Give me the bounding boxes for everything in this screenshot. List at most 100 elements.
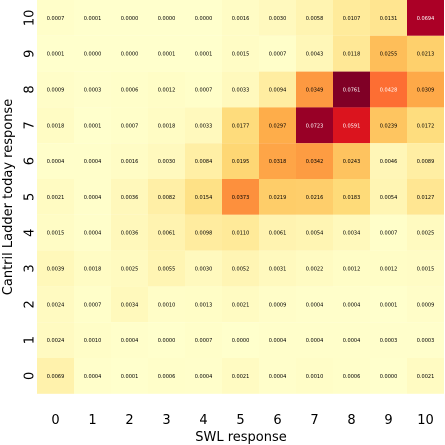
cell-value-label: 0.0004	[306, 338, 324, 344]
cell-value-label: 0.0033	[232, 88, 250, 94]
heatmap-cell	[370, 358, 407, 394]
heatmap-cell	[185, 286, 222, 323]
heatmap-cell	[259, 179, 296, 215]
cell-value-label: 0.0761	[343, 88, 361, 94]
cell-value-label: 0.0177	[232, 123, 250, 129]
cell-value-label: 0.0001	[47, 52, 65, 58]
cell-value-label: 0.0010	[84, 338, 102, 344]
heatmap-cell	[185, 71, 222, 108]
cell-value-label: 0.0001	[121, 374, 139, 380]
cell-value-label: 0.0094	[269, 88, 287, 94]
cell-value-label: 0.0025	[121, 267, 139, 273]
cell-value-label: 0.0723	[306, 123, 324, 129]
cell-value-label: 0.0183	[343, 195, 361, 201]
heatmap-cell	[296, 322, 333, 358]
cell-value-label: 0.0255	[380, 52, 398, 58]
heatmap-cell	[333, 214, 370, 251]
cell-value-label: 0.0089	[417, 159, 435, 165]
cell-value-label: 0.0015	[47, 231, 65, 237]
heatmap-cell	[259, 214, 296, 251]
heatmap-cell	[222, 0, 259, 36]
heatmap-cell	[333, 107, 370, 144]
x-tick-label: 7	[310, 413, 318, 428]
x-axis-label: SWL response	[195, 430, 287, 445]
heatmap-cell	[148, 214, 185, 251]
cell-value-label: 0.0001	[380, 302, 398, 308]
cell-value-label: 0.0030	[158, 159, 176, 165]
heatmap-cell	[37, 286, 74, 323]
cell-value-label: 0.0007	[84, 302, 102, 308]
heatmap-cell	[37, 322, 74, 358]
heatmap-cell	[222, 35, 259, 72]
heatmap-cell	[148, 0, 185, 36]
heatmap-cell	[333, 0, 370, 36]
y-tick-label: 0	[23, 372, 38, 380]
heatmap-cell	[333, 286, 370, 323]
heatmap-cell	[333, 322, 370, 358]
x-tick-label: 3	[162, 413, 170, 428]
cell-value-label: 0.0058	[306, 16, 324, 22]
cell-value-label: 0.0021	[47, 195, 65, 201]
heatmap-cell	[148, 71, 185, 108]
heatmap-cell	[222, 358, 259, 394]
heatmap-cell	[185, 214, 222, 251]
heatmap-cell	[222, 143, 259, 179]
heatmap-cell	[407, 143, 444, 179]
cell-value-label: 0.0349	[306, 88, 324, 94]
heatmap-cell	[370, 143, 407, 179]
heatmap-cell	[370, 0, 407, 36]
cell-value-label: 0.0428	[380, 88, 398, 94]
cell-value-label: 0.0021	[417, 374, 435, 380]
heatmap-cell	[296, 214, 333, 251]
heatmap-cell	[296, 0, 333, 36]
cell-value-label: 0.0004	[84, 374, 102, 380]
cell-value-label: 0.0009	[47, 88, 65, 94]
cell-value-label: 0.0007	[47, 16, 65, 22]
heatmap-cell	[74, 214, 111, 251]
cell-value-label: 0.0004	[269, 374, 287, 380]
cell-value-label: 0.0007	[195, 338, 213, 344]
cell-value-label: 0.0039	[47, 267, 65, 273]
cell-value-label: 0.0025	[417, 231, 435, 237]
heatmap-cell	[333, 358, 370, 394]
cell-value-label: 0.0000	[158, 16, 176, 22]
heatmap-cell	[407, 0, 444, 36]
y-tick-label: 2	[23, 300, 38, 308]
y-tick-label: 5	[23, 193, 38, 201]
cell-value-label: 0.0007	[269, 52, 287, 58]
heatmap-cell	[148, 179, 185, 215]
heatmap-cell	[333, 35, 370, 72]
heatmap-cell	[222, 250, 259, 287]
cell-value-label: 0.0052	[232, 267, 250, 273]
heatmap-cell	[370, 214, 407, 251]
heatmap-cell	[333, 179, 370, 215]
cell-value-label: 0.0110	[232, 231, 250, 237]
heatmap-cells: 0.0007 0.0001 0.0000 0.0000 0.0000 0.0016 0.00…	[37, 0, 444, 394]
cell-value-label: 0.0297	[269, 123, 287, 129]
heatmap-cell	[74, 143, 111, 179]
heatmap-cell	[185, 0, 222, 36]
cell-value-label: 0.0006	[343, 374, 361, 380]
y-tick-label: 6	[23, 157, 38, 165]
heatmap-cell	[111, 250, 148, 287]
cell-value-label: 0.0022	[306, 267, 324, 273]
cell-value-label: 0.0591	[343, 123, 361, 129]
cell-value-label: 0.0373	[232, 195, 250, 201]
cell-value-label: 0.0030	[269, 16, 287, 22]
heatmap-cell	[111, 107, 148, 144]
heatmap-cell	[148, 286, 185, 323]
cell-value-label: 0.0003	[380, 338, 398, 344]
heatmap-cell	[37, 250, 74, 287]
heatmap-cell	[37, 358, 74, 394]
heatmap-cell	[296, 250, 333, 287]
heatmap-cell	[370, 322, 407, 358]
heatmap-cell	[407, 107, 444, 144]
heatmap-cell	[111, 71, 148, 108]
heatmap-cell	[74, 0, 111, 36]
heatmap-cell	[111, 143, 148, 179]
cell-value-label: 0.0004	[195, 374, 213, 380]
heatmap-cell	[74, 286, 111, 323]
heatmap-cell	[74, 107, 111, 144]
